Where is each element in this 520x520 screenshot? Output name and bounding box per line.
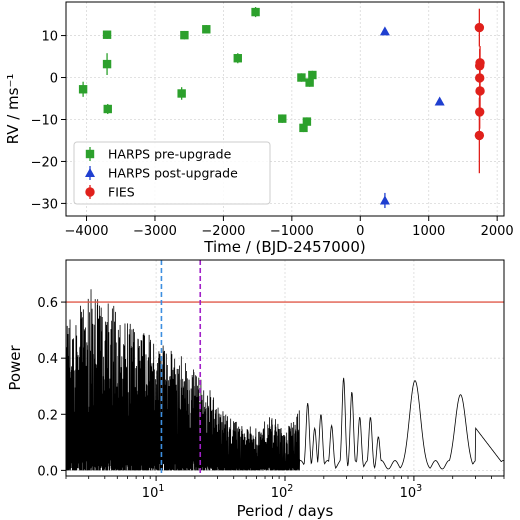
rv-point-circle: [474, 130, 485, 141]
rv-x-tick-label: 1000: [412, 224, 445, 239]
rv-y-tick-label: −20: [31, 155, 58, 170]
rv-panel: −4000 −3000 −2000 −1000 0 1000 2000 −30 −20 −10 0…: [4, 1, 514, 256]
rv-y-tick-label: −10: [31, 113, 58, 128]
rv-point-square: [251, 7, 260, 17]
tick-base: 10: [400, 486, 417, 501]
legend-box: [73, 141, 271, 205]
periodogram-x-tick-label: 102: [271, 483, 294, 501]
rv-point-circle: [475, 58, 485, 68]
tick-exponent: 3: [416, 483, 422, 494]
rv-x-tick-label: −2000: [201, 224, 245, 239]
rv-x-tick-label: −4000: [65, 224, 109, 239]
legend-label: FIES: [108, 185, 135, 200]
rv-point-triangle: [379, 195, 390, 205]
legend-items: HARPS pre-upgrade HARPS post-upgrade FIES: [85, 147, 238, 200]
periodogram-y-ticks: 0.0 0.2 0.4 0.6: [37, 296, 66, 479]
rv-y-tick-label: −30: [31, 197, 58, 212]
rv-point-circle: [474, 22, 485, 33]
rv-point-square: [78, 85, 88, 94]
rv-point-circle: [475, 73, 485, 83]
rv-point-square: [308, 70, 317, 80]
rv-point-square: [299, 123, 308, 133]
periodogram-y-tick-label: 0.6: [37, 296, 58, 311]
rv-point-triangle: [434, 96, 445, 106]
rv-point-circle: [475, 107, 485, 117]
rv-points: [78, 7, 485, 205]
periodogram-lines: [65, 260, 504, 476]
tick-base: 10: [142, 486, 159, 501]
rv-point-square: [297, 73, 306, 82]
rv-y-ticks: −30 −20 −10 0 10: [31, 30, 66, 212]
periodogram-y-tick-label: 0.4: [37, 352, 58, 367]
periodogram-x-ticks: 101 102 103: [65, 476, 505, 501]
legend-marker-triangle: [85, 168, 95, 177]
rv-point-square: [102, 30, 112, 39]
rv-y-tick-label: 10: [41, 30, 58, 45]
rv-point-square: [302, 117, 312, 126]
periodogram-y-axis-label: Power: [6, 344, 24, 390]
rv-x-ticks: −4000 −3000 −2000 −1000 0 1000 2000: [65, 216, 514, 239]
rv-point-circle: [475, 86, 485, 96]
periodogram-y-tick-label: 0.2: [37, 408, 58, 423]
rv-x-axis-label: Time / (BJD-2457000): [203, 238, 365, 256]
rv-y-tick-label: 0: [50, 72, 58, 87]
legend-label: HARPS pre-upgrade: [108, 147, 232, 162]
rv-point-triangle: [379, 26, 390, 36]
periodogram-panel: 101 102 103 0.00.20.40.6 Period / days Pow…: [6, 259, 505, 520]
rv-point-square: [202, 25, 211, 34]
legend-marker-square: [85, 149, 95, 159]
rv-x-tick-label: 0: [356, 224, 364, 239]
rv-x-tick-label: 2000: [481, 224, 514, 239]
rv-point-square: [177, 89, 186, 98]
periodogram-curve: [65, 289, 504, 471]
rv-x-tick-label: −3000: [133, 224, 177, 239]
rv-point-square: [102, 59, 112, 69]
rv-point-square: [233, 54, 242, 63]
rv-plot-frame: [65, 1, 505, 217]
rv-x-tick-label: −1000: [270, 224, 314, 239]
rv-legend: HARPS pre-upgrade HARPS post-upgrade FIES: [73, 141, 271, 205]
legend-label: HARPS post-upgrade: [108, 166, 238, 181]
periodogram-x-tick-label: 101: [142, 483, 165, 501]
rv-point-square: [305, 78, 314, 87]
tick-base: 10: [271, 486, 288, 501]
rv-y-axis-label: RV / ms⁻¹: [4, 74, 22, 145]
legend-marker-circle: [85, 187, 95, 197]
tick-exponent: 1: [158, 483, 164, 494]
periodogram-y-tick-label: 0.0: [37, 464, 58, 479]
rv-point-square: [278, 114, 287, 123]
tick-exponent: 2: [287, 483, 293, 494]
periodogram-x-axis-label: Period / days: [237, 502, 334, 520]
rv-point-square: [180, 30, 189, 40]
rv-point-square: [103, 104, 112, 114]
periodogram-x-tick-label: 103: [400, 483, 423, 501]
